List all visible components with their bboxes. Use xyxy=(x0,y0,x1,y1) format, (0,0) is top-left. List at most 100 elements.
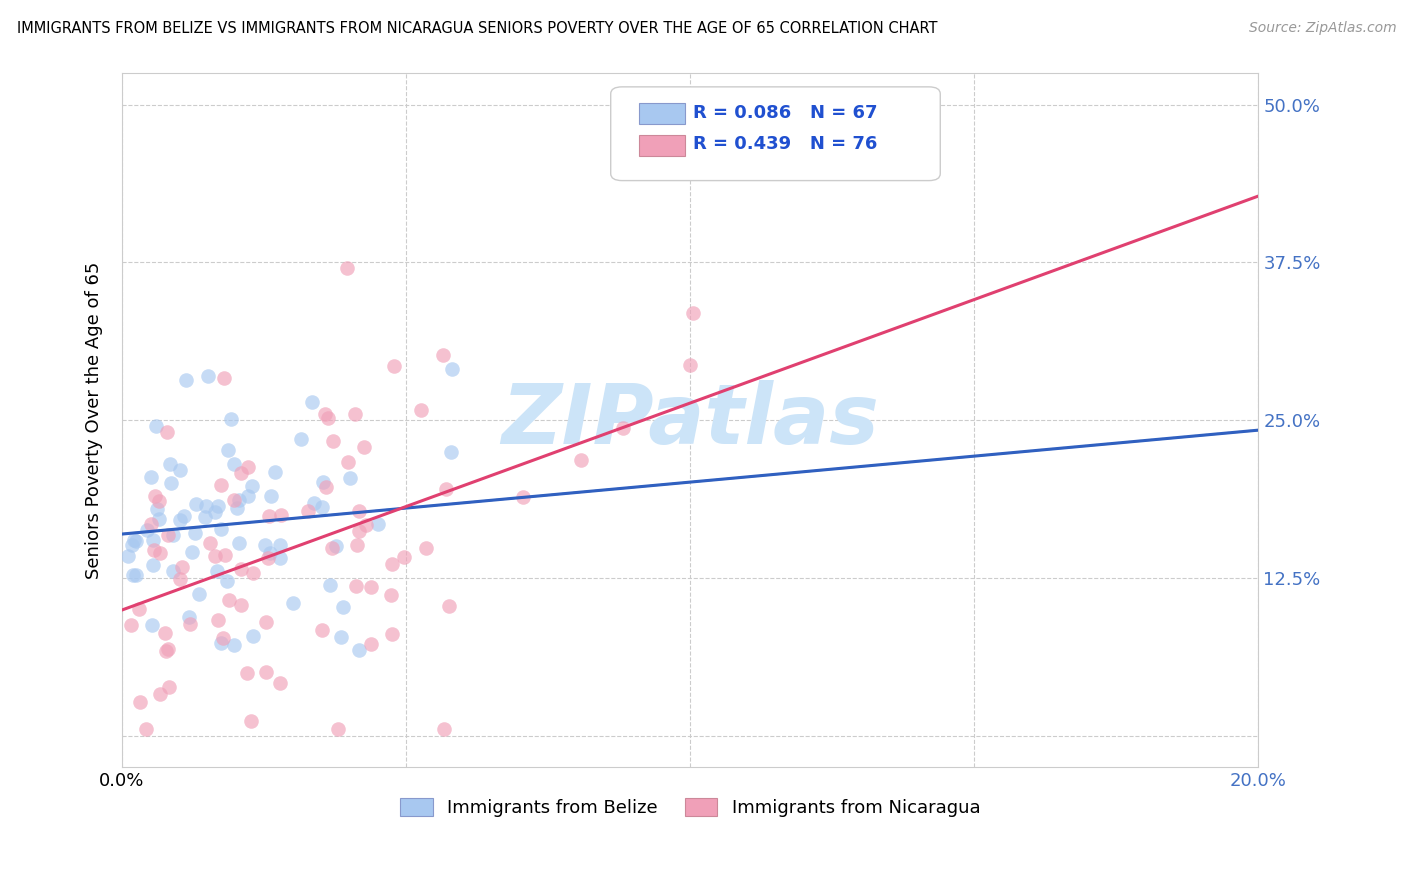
Point xyxy=(179,610,201,624)
Text: IMMIGRANTS FROM BELIZE VS IMMIGRANTS FROM NICARAGUA SENIORS POVERTY OVER THE AGE: IMMIGRANTS FROM BELIZE VS IMMIGRANTS FRO… xyxy=(17,21,938,37)
Point xyxy=(157,528,180,542)
Point xyxy=(228,493,250,508)
FancyBboxPatch shape xyxy=(610,87,941,180)
Point xyxy=(344,407,367,421)
Point xyxy=(257,551,280,566)
Point xyxy=(270,508,292,522)
Point xyxy=(347,524,370,538)
Point xyxy=(169,463,191,477)
Point xyxy=(269,676,291,690)
Point xyxy=(125,533,148,548)
Point xyxy=(188,587,211,601)
Point xyxy=(339,471,361,485)
Point xyxy=(433,723,456,737)
Point xyxy=(128,602,150,616)
Point xyxy=(169,572,191,586)
Point xyxy=(315,480,337,494)
Point xyxy=(129,695,152,709)
Point xyxy=(297,504,319,518)
Point xyxy=(179,616,201,631)
Point xyxy=(239,714,262,728)
Point xyxy=(254,665,277,679)
Point xyxy=(136,523,159,537)
Point xyxy=(153,626,176,640)
Point xyxy=(157,642,180,657)
Point xyxy=(217,442,239,457)
Point xyxy=(146,501,169,516)
Point xyxy=(311,500,333,515)
Point xyxy=(326,723,349,737)
Point xyxy=(612,421,634,435)
Point xyxy=(209,478,232,492)
Point xyxy=(330,630,353,644)
Point xyxy=(121,538,143,552)
Point xyxy=(209,636,232,650)
Point xyxy=(139,469,162,483)
Point xyxy=(207,613,229,627)
Point xyxy=(238,459,260,474)
Point xyxy=(214,548,236,562)
Point xyxy=(260,489,283,503)
Point xyxy=(172,560,194,574)
Point xyxy=(209,522,232,536)
Point xyxy=(432,348,454,362)
Point xyxy=(122,567,145,582)
Point xyxy=(380,588,402,602)
Point xyxy=(242,629,264,643)
FancyBboxPatch shape xyxy=(640,136,685,156)
Y-axis label: Seniors Poverty Over the Age of 65: Seniors Poverty Over the Age of 65 xyxy=(86,261,103,579)
Point xyxy=(367,517,389,532)
Point xyxy=(231,598,253,612)
Point xyxy=(409,403,432,417)
Point xyxy=(149,546,172,560)
Point xyxy=(441,362,464,376)
Point xyxy=(160,476,183,491)
Point xyxy=(224,638,246,652)
Point xyxy=(181,545,204,559)
Point xyxy=(512,490,534,504)
Text: Source: ZipAtlas.com: Source: ZipAtlas.com xyxy=(1249,21,1396,36)
Point xyxy=(381,626,404,640)
Point xyxy=(322,434,344,449)
Point xyxy=(204,549,226,564)
Point xyxy=(314,407,336,421)
Point xyxy=(259,546,281,560)
Point xyxy=(269,550,291,565)
Point xyxy=(194,509,217,524)
Point xyxy=(174,373,197,387)
Point xyxy=(159,457,181,471)
Point xyxy=(380,558,402,572)
Point xyxy=(269,538,291,552)
Point xyxy=(254,615,277,629)
Point xyxy=(184,498,207,512)
Point xyxy=(682,306,704,320)
Point xyxy=(195,499,218,513)
Point xyxy=(217,574,239,588)
Text: R = 0.439   N = 76: R = 0.439 N = 76 xyxy=(693,136,877,153)
Point xyxy=(139,516,162,531)
Point xyxy=(169,513,191,527)
Point xyxy=(157,680,180,694)
Point xyxy=(117,549,139,563)
Point xyxy=(257,508,280,523)
Point xyxy=(347,643,370,657)
Point xyxy=(229,466,252,480)
Point xyxy=(141,617,163,632)
Point xyxy=(197,368,219,383)
Point xyxy=(394,549,416,564)
Point xyxy=(212,632,235,646)
Point xyxy=(156,425,179,439)
Point xyxy=(353,440,375,454)
Point xyxy=(440,444,463,458)
Point xyxy=(222,493,245,508)
Point xyxy=(312,475,335,489)
Point xyxy=(236,665,259,680)
Point xyxy=(360,580,382,594)
Point xyxy=(120,617,142,632)
Point xyxy=(240,479,263,493)
Point xyxy=(124,568,146,582)
Text: R = 0.086   N = 67: R = 0.086 N = 67 xyxy=(693,103,877,121)
Point xyxy=(122,533,145,548)
Point xyxy=(162,528,184,542)
Point xyxy=(135,723,157,737)
